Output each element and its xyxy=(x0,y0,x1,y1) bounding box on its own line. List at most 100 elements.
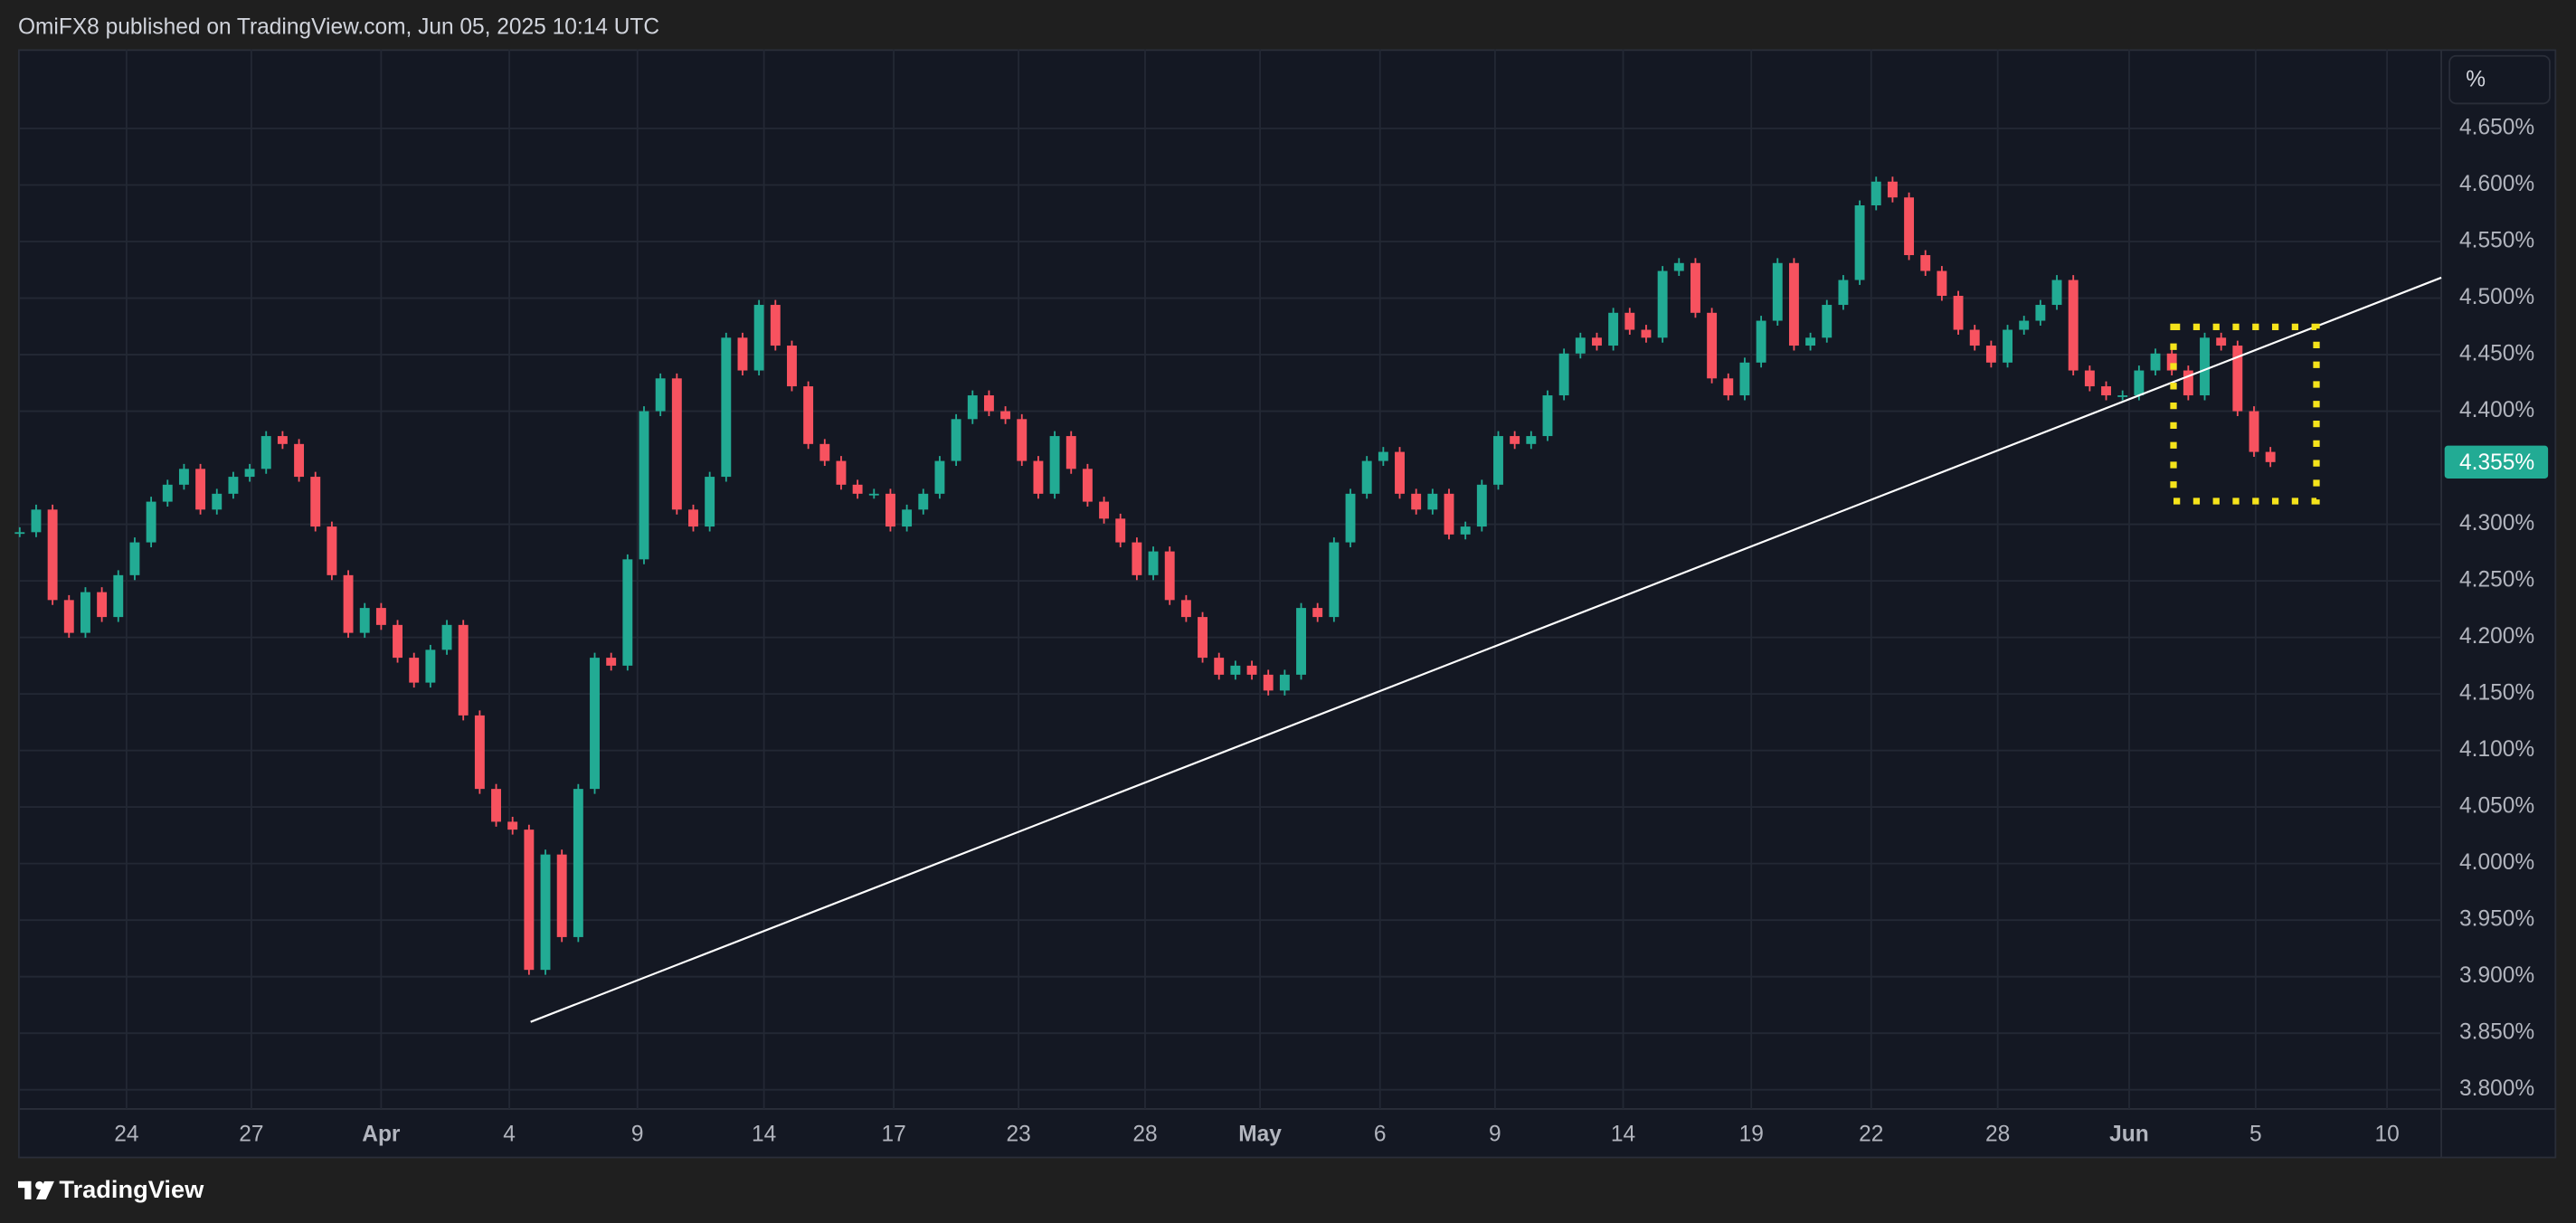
scale-button-label[interactable]: % xyxy=(2466,67,2486,91)
candle xyxy=(886,493,895,527)
y-tick-label: 4.500% xyxy=(2459,285,2534,309)
candle xyxy=(902,509,913,527)
x-tick-label: 6 xyxy=(1374,1122,1387,1146)
candle xyxy=(491,789,501,822)
candle xyxy=(753,305,764,371)
y-tick-label: 3.950% xyxy=(2459,907,2534,932)
candle xyxy=(1756,320,1766,363)
candle xyxy=(113,574,124,618)
candle xyxy=(1214,658,1225,675)
candle xyxy=(1148,551,1159,575)
candle xyxy=(803,386,814,444)
candle xyxy=(1854,205,1865,280)
candle xyxy=(524,830,535,971)
candle xyxy=(2101,386,2111,396)
x-tick-label: Jun xyxy=(2109,1122,2149,1146)
candle xyxy=(1592,337,1602,346)
candle xyxy=(393,624,402,659)
x-tick-label: 4 xyxy=(503,1122,516,1146)
candle xyxy=(1115,518,1126,543)
x-tick-label: 17 xyxy=(881,1122,905,1146)
candle xyxy=(1772,262,1783,321)
candle xyxy=(474,715,485,790)
candle xyxy=(1345,493,1356,543)
candle xyxy=(556,854,567,937)
candle xyxy=(212,493,223,510)
candle xyxy=(705,477,715,527)
header-text: OmiFX8 published on TradingView.com, Jun… xyxy=(18,14,659,39)
candle xyxy=(1788,262,1799,346)
candle xyxy=(2249,411,2259,452)
candle xyxy=(622,559,633,666)
candle xyxy=(819,443,830,461)
candle xyxy=(2003,329,2012,363)
candle xyxy=(540,854,551,971)
candle xyxy=(2150,353,2161,371)
candle xyxy=(1985,346,1996,363)
candle xyxy=(1707,312,1718,379)
candle xyxy=(1608,312,1619,346)
candle xyxy=(2068,280,2079,371)
x-tick-label: 9 xyxy=(631,1122,644,1146)
candle xyxy=(2216,337,2227,346)
candle xyxy=(359,608,370,633)
candle xyxy=(162,484,173,502)
candle xyxy=(655,378,666,412)
scale-button[interactable] xyxy=(2448,54,2551,105)
y-tick-label: 4.100% xyxy=(2459,737,2534,762)
candle xyxy=(671,378,682,510)
y-tick-label: 4.150% xyxy=(2459,681,2534,706)
candle xyxy=(1493,436,1503,485)
candle xyxy=(178,469,189,485)
brand-name: TradingView xyxy=(59,1175,204,1203)
x-tick-label: 23 xyxy=(1006,1122,1030,1146)
y-tick-label: 3.850% xyxy=(2459,1020,2534,1045)
y-tick-label: 4.300% xyxy=(2459,511,2534,536)
candle xyxy=(1805,337,1816,346)
candle xyxy=(1624,312,1635,330)
candle xyxy=(31,509,42,533)
candle xyxy=(195,469,206,510)
candle xyxy=(441,624,452,650)
candle xyxy=(639,411,649,560)
brand-logo xyxy=(17,1180,54,1199)
candle xyxy=(2183,370,2193,396)
candle xyxy=(1476,484,1487,527)
y-tick-label: 4.050% xyxy=(2459,794,2534,819)
y-tick-label: 3.900% xyxy=(2459,963,2534,988)
candle xyxy=(1296,608,1306,675)
candle xyxy=(277,436,288,444)
y-tick-label: 4.200% xyxy=(2459,624,2534,649)
candle xyxy=(2117,395,2128,397)
candle xyxy=(2166,353,2177,371)
candle xyxy=(14,532,25,535)
x-tick-label: 5 xyxy=(2249,1122,2262,1146)
candle xyxy=(606,658,617,666)
candle xyxy=(97,592,108,618)
candle xyxy=(836,460,847,485)
candle xyxy=(1361,460,1372,494)
candle xyxy=(1690,262,1700,313)
candle xyxy=(1049,436,1060,494)
candle xyxy=(852,484,863,494)
candle xyxy=(1378,451,1388,461)
candle xyxy=(1838,280,1849,306)
candle xyxy=(244,469,255,478)
candle xyxy=(1657,270,1668,338)
candle xyxy=(327,526,337,575)
candle xyxy=(1937,270,1947,297)
candle xyxy=(146,501,156,543)
candle xyxy=(1870,181,1881,206)
candle xyxy=(2051,280,2062,306)
x-tick-label: 28 xyxy=(1985,1122,2010,1146)
candle xyxy=(1329,542,1340,618)
y-tick-label: 3.800% xyxy=(2459,1076,2534,1101)
logo-part xyxy=(35,1180,54,1199)
candle xyxy=(1641,329,1652,338)
candle xyxy=(1920,255,1931,271)
candle xyxy=(1099,501,1110,519)
candle xyxy=(294,443,305,478)
candle xyxy=(507,821,518,830)
candle xyxy=(458,624,469,716)
candle xyxy=(1180,600,1191,618)
